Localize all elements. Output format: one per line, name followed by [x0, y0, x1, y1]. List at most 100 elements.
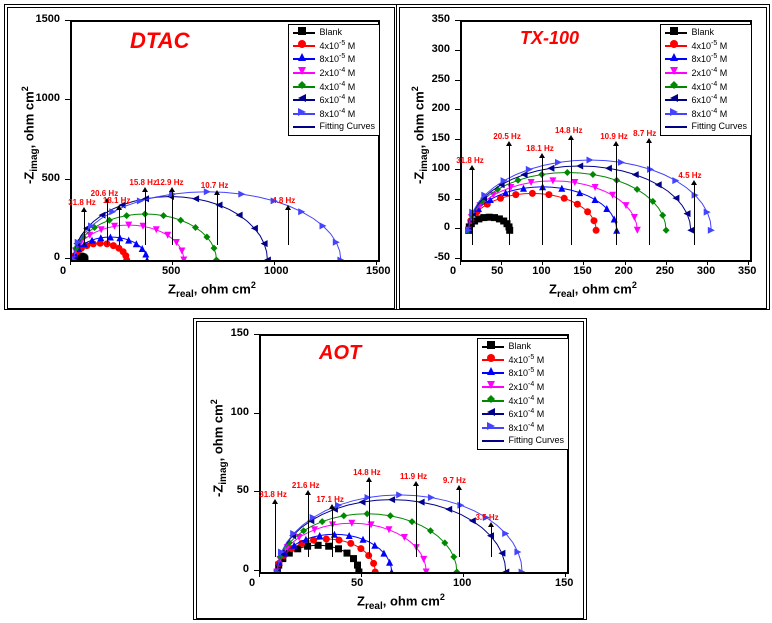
freq-arrow	[84, 209, 85, 245]
freq-arrow	[571, 137, 572, 245]
xlabel: Zreal, ohm cm2	[357, 592, 445, 612]
legend-item: Blank	[482, 341, 564, 353]
legend-item: 4x10-4 M	[293, 80, 375, 94]
chart-title: TX-100	[520, 28, 579, 49]
legend-item: Fitting Curves	[293, 121, 375, 133]
legend-label: 6x10-4 M	[691, 93, 727, 107]
xtick-label: 500	[162, 265, 180, 277]
chart-title: DTAC	[130, 28, 189, 54]
legend-item: 4x10-4 M	[482, 394, 564, 408]
legend-label: Fitting Curves	[508, 435, 564, 447]
xtick-label: 150	[573, 265, 591, 277]
freq-arrow	[649, 140, 650, 245]
legend-marker	[482, 386, 504, 388]
freq-arrow	[542, 155, 543, 245]
legend-marker	[482, 346, 504, 348]
ytick-label: 100	[231, 406, 249, 418]
legend-item: 4x10-5 M	[665, 39, 747, 53]
legend-label: 8x10-4 M	[319, 107, 355, 121]
legend-marker	[293, 72, 315, 74]
freq-arrow	[172, 189, 173, 245]
freq-arrow	[694, 182, 695, 245]
xtick-label: 300	[697, 265, 715, 277]
legend-marker	[293, 32, 315, 34]
freq-label: 20.6 Hz	[91, 189, 119, 198]
xtick-label: 100	[453, 577, 471, 589]
legend-label: 8x10-4 M	[691, 107, 727, 121]
legend-marker	[665, 72, 687, 74]
legend-marker	[293, 99, 315, 101]
legend-marker	[665, 99, 687, 101]
legend-item: 2x10-4 M	[665, 66, 747, 80]
legend-marker	[665, 126, 687, 128]
freq-label: 31.8 Hz	[456, 156, 484, 165]
legend-marker	[293, 126, 315, 128]
freq-arrow	[509, 143, 510, 245]
legend-item: 4x10-4 M	[665, 80, 747, 94]
legend-label: 4x10-5 M	[691, 39, 727, 53]
freq-arrow	[491, 524, 492, 557]
ytick-label: 50	[438, 192, 450, 204]
ylabel: -Zimag, ohm cm2	[410, 86, 430, 184]
freq-arrow	[119, 207, 120, 245]
legend-item: Blank	[293, 27, 375, 39]
freq-label: 9.7 Hz	[443, 476, 466, 485]
ytick-label: 250	[432, 73, 450, 85]
freq-label: 18.1 Hz	[526, 144, 554, 153]
freq-label: 31.8 Hz	[259, 490, 287, 499]
freq-label: 4.5 Hz	[678, 171, 701, 180]
legend-marker	[665, 32, 687, 34]
xtick-label: 0	[60, 265, 66, 277]
freq-label: 10.9 Hz	[600, 132, 628, 141]
legend-marker	[482, 413, 504, 415]
xtick-label: 0	[450, 265, 456, 277]
freq-label: 8.7 Hz	[633, 129, 656, 138]
legend-label: 4x10-4 M	[691, 80, 727, 94]
freq-label: 4.8 Hz	[272, 196, 295, 205]
freq-label: 14.8 Hz	[353, 468, 381, 477]
legend: Blank4x10-5 M8x10-5 M2x10-4 M4x10-4 M6x1…	[660, 24, 752, 136]
freq-label: 3.5 Hz	[475, 513, 498, 522]
ytick-label: 0	[243, 563, 249, 575]
ytick-label: 1500	[36, 13, 60, 25]
freq-arrow	[332, 506, 333, 557]
legend-label: Blank	[691, 27, 714, 39]
ytick-label: 200	[432, 102, 450, 114]
legend-item: 4x10-5 M	[293, 39, 375, 53]
freq-label: 31.8 Hz	[68, 198, 96, 207]
ytick-label: 0	[444, 221, 450, 233]
ylabel: -Zimag, ohm cm2	[209, 399, 229, 497]
ytick-label: 0	[54, 251, 60, 263]
legend-item: 8x10-4 M	[482, 421, 564, 435]
freq-arrow	[369, 479, 370, 557]
legend-item: 4x10-5 M	[482, 353, 564, 367]
panel-tx100: 31.8 Hz 20.5 Hz 18.1 Hz14.8 Hz 10.9 Hz 8.7 H…	[396, 4, 770, 310]
ytick-label: 150	[432, 132, 450, 144]
legend-item: Blank	[665, 27, 747, 39]
freq-arrow	[288, 207, 289, 245]
freq-arrow	[472, 167, 473, 245]
ytick-label: 350	[432, 13, 450, 25]
ytick-label: 100	[432, 162, 450, 174]
legend-marker	[482, 372, 504, 374]
legend-item: 2x10-4 M	[293, 66, 375, 80]
legend-item: 8x10-5 M	[665, 52, 747, 66]
ytick-label: 50	[237, 484, 249, 496]
legend-item: 2x10-4 M	[482, 380, 564, 394]
xtick-label: 0	[249, 577, 255, 589]
legend-item: 8x10-4 M	[293, 107, 375, 121]
legend-label: 6x10-4 M	[508, 407, 544, 421]
legend-marker	[665, 113, 687, 115]
freq-label: 20.5 Hz	[493, 132, 521, 141]
legend-label: 8x10-5 M	[508, 366, 544, 380]
xlabel: Zreal, ohm cm2	[549, 280, 637, 300]
legend-item: 8x10-4 M	[665, 107, 747, 121]
freq-label: 14.8 Hz	[555, 126, 583, 135]
xtick-label: 1500	[366, 265, 390, 277]
freq-label: 11.9 Hz	[400, 472, 427, 481]
legend-label: Fitting Curves	[691, 121, 747, 133]
xtick-label: 50	[351, 577, 363, 589]
panel-dtac: 31.8 Hz20.6 Hz18.1 Hz15.8 Hz12.9 Hz10.7 …	[4, 4, 398, 310]
legend-label: 4x10-5 M	[508, 353, 544, 367]
legend-label: Blank	[508, 341, 531, 353]
